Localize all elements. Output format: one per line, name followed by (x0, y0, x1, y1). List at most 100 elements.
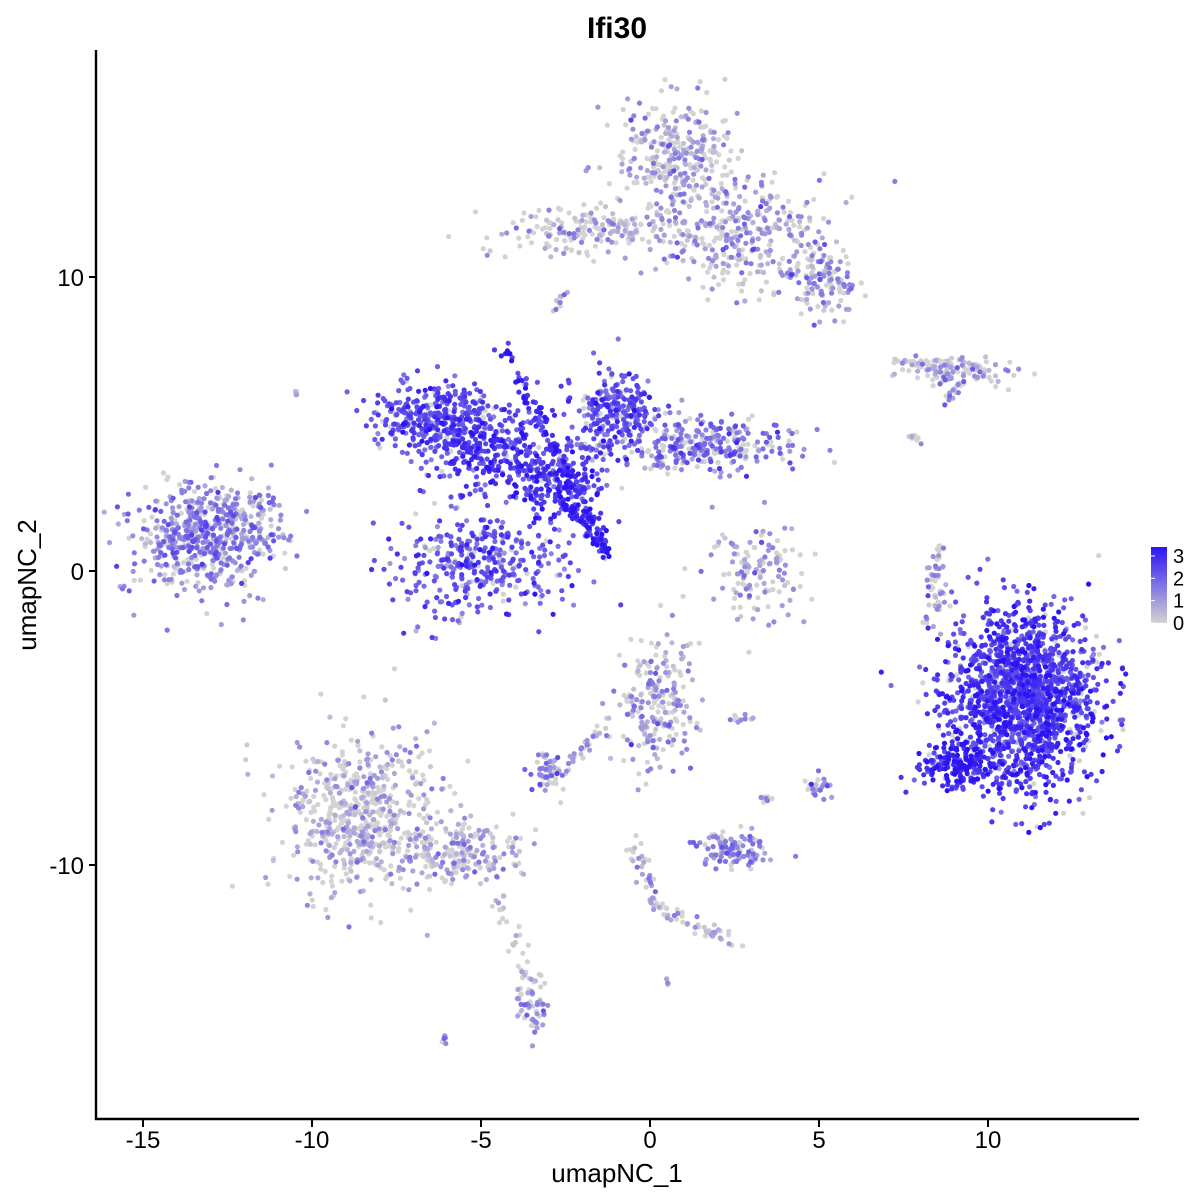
cell-point (639, 699, 645, 705)
cell-point (668, 84, 674, 90)
cell-point (559, 588, 565, 594)
cell-point (210, 545, 217, 551)
cell-point (193, 521, 199, 528)
cell-point (160, 470, 167, 476)
cell-point (743, 260, 749, 266)
cell-point (937, 591, 943, 597)
cell-point (465, 758, 471, 764)
cell-point (950, 387, 956, 393)
cell-point (293, 794, 299, 800)
cell-point (961, 613, 967, 619)
cell-point (986, 743, 992, 749)
cell-point (595, 225, 601, 231)
cell-point (636, 100, 643, 106)
cell-point (561, 292, 567, 298)
cell-point (731, 458, 737, 464)
cell-point (423, 392, 429, 399)
cell-point (694, 914, 700, 920)
cell-point (826, 270, 832, 276)
cell-point (636, 438, 643, 444)
cell-point (657, 237, 663, 244)
cell-point (720, 849, 726, 856)
cell-point (1009, 748, 1015, 755)
cell-point (638, 724, 644, 730)
cell-point (208, 500, 214, 506)
cell-point (758, 794, 764, 801)
cell-point (416, 432, 422, 438)
cell-point (1120, 717, 1126, 723)
cell-point (675, 698, 682, 704)
cell-point (419, 870, 425, 876)
cell-point (263, 874, 269, 881)
cell-point (422, 545, 428, 551)
cell-point (407, 836, 413, 843)
cell-point (192, 552, 198, 559)
cell-point (213, 502, 219, 508)
cell-point (710, 844, 716, 850)
cell-point (195, 564, 201, 570)
cell-point (742, 198, 748, 204)
cell-point (500, 905, 507, 911)
cell-point (1013, 821, 1019, 828)
cell-point (651, 718, 657, 724)
cell-point (686, 233, 692, 239)
cell-point (604, 391, 610, 398)
cell-point (743, 549, 749, 555)
cell-point (635, 787, 641, 793)
cell-point (594, 723, 600, 729)
cell-point (510, 840, 516, 846)
cell-point (750, 851, 756, 857)
cell-point (194, 510, 200, 516)
cell-point (1008, 641, 1014, 647)
cell-point (421, 433, 427, 440)
cell-point (610, 386, 616, 392)
cell-point (661, 911, 667, 918)
cell-point (663, 905, 669, 911)
cell-point (749, 238, 756, 244)
cell-point (199, 598, 205, 604)
cell-point (312, 787, 319, 794)
cell-point (328, 771, 334, 777)
cell-point (151, 578, 157, 584)
cell-point (1077, 698, 1083, 704)
cell-point (413, 743, 420, 749)
cell-point (698, 108, 705, 114)
cell-point (812, 792, 818, 798)
cell-point (390, 725, 396, 731)
cell-point (174, 512, 180, 518)
cell-point (685, 668, 691, 674)
cell-point (664, 632, 670, 638)
cell-point (722, 838, 729, 845)
cell-point (754, 458, 760, 464)
cell-point (941, 362, 948, 368)
cell-point (147, 539, 154, 546)
cell-point (780, 456, 786, 462)
cell-point (775, 434, 781, 440)
cell-point (644, 128, 651, 134)
cell-point (780, 272, 786, 278)
cell-point (429, 786, 435, 792)
cell-point (736, 850, 742, 856)
cell-point (738, 569, 745, 575)
cell-point (668, 194, 674, 200)
cell-point (678, 650, 684, 657)
cell-point (713, 852, 719, 858)
cell-point (322, 868, 328, 875)
cell-point (695, 225, 701, 231)
cell-point (424, 599, 430, 605)
cell-point (373, 856, 380, 862)
cell-point (191, 488, 198, 495)
cell-point (226, 555, 232, 561)
cell-point (634, 864, 640, 870)
cell-point (805, 290, 811, 296)
cell-point (736, 257, 743, 263)
cell-point (449, 617, 456, 623)
cell-point (745, 416, 752, 422)
cell-point (930, 624, 936, 630)
cell-point (605, 237, 611, 243)
cell-point (254, 551, 260, 557)
cell-point (322, 761, 328, 767)
cell-point (406, 802, 412, 808)
cell-point (352, 812, 358, 818)
cell-point (661, 122, 667, 128)
